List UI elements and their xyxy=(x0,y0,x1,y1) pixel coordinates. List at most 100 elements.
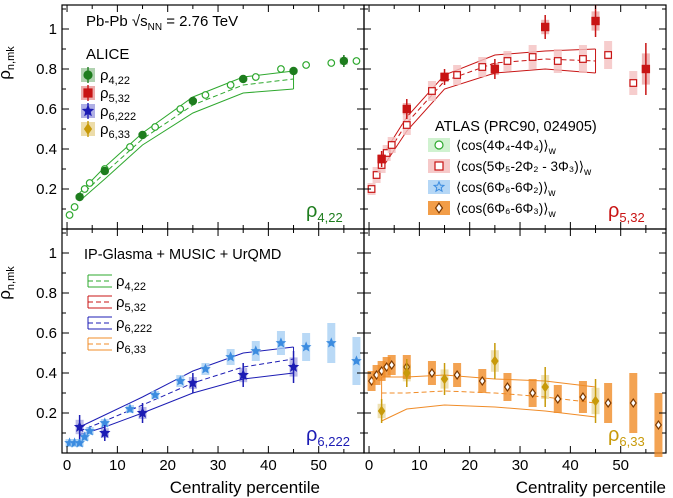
alice-point xyxy=(100,166,109,176)
atlas-point xyxy=(124,403,136,414)
y-tick-label: 0.8 xyxy=(36,285,57,302)
panel-label-base: ρ xyxy=(608,424,619,446)
atlas-point xyxy=(174,375,186,386)
model-upper-line xyxy=(381,48,596,158)
alice-legend-base: ρ xyxy=(100,103,109,120)
svg-text:ρn,mk: ρn,mk xyxy=(0,266,17,300)
y-tick-label: 1 xyxy=(49,21,57,38)
atlas-point xyxy=(503,382,511,392)
atlas-point xyxy=(74,437,85,448)
x-axis-label-left: Centrality percentile xyxy=(170,478,320,497)
atlas-point xyxy=(604,398,612,408)
atlas-point xyxy=(80,185,89,193)
atlas-point xyxy=(579,55,587,63)
model-legend-sub: 5,32 xyxy=(125,302,146,314)
axes-layer: 0.20.40.60.810.20.40.60.810 10 20 30 40 50 0 10… xyxy=(36,5,666,474)
model-legend-label: ρ5,32 xyxy=(116,294,146,314)
alice-point xyxy=(138,130,147,140)
y-tick-label: 0.8 xyxy=(36,61,57,78)
model-band xyxy=(381,374,597,422)
model-legend-base: ρ xyxy=(116,294,125,311)
model-legend-item: ρ4,22 xyxy=(87,273,146,293)
x-tick-label: 50 xyxy=(310,457,327,474)
model-legend-item: ρ6,222 xyxy=(87,315,152,335)
alice-legend-marker xyxy=(83,88,93,98)
atlas-legend-sub: w xyxy=(548,209,557,220)
atlas-label: ATLAS (PRC90, 024905) xyxy=(435,119,597,135)
atlas-point xyxy=(225,351,236,362)
atlas-point xyxy=(201,91,210,99)
atlas-point xyxy=(70,203,79,211)
y-tick-label: 0.6 xyxy=(36,325,57,342)
y-tick-label: 1 xyxy=(49,245,57,262)
alice-point xyxy=(591,16,600,26)
alice-point xyxy=(377,405,386,417)
alice-point xyxy=(440,72,449,82)
atlas-point xyxy=(529,388,537,398)
y-axis-label-bottom: ρn,mk xyxy=(0,266,17,300)
x-tick-label: 0 xyxy=(365,457,373,474)
alice-point xyxy=(339,56,349,66)
alice-legend-sub: 5,32 xyxy=(109,93,130,105)
y-tick-label: 0.4 xyxy=(36,141,57,158)
atlas-point xyxy=(478,63,487,71)
alice-point xyxy=(540,22,550,32)
alice-point xyxy=(490,64,500,74)
atlas-point xyxy=(388,360,396,370)
alice-legend-sub: 6,222 xyxy=(109,111,137,123)
x-tick-label: 30 xyxy=(512,457,529,474)
atlas-legend-item: ⟨cos(4Φ₄-4Φ₄)⟩w xyxy=(428,138,557,157)
atlas-point xyxy=(629,398,637,408)
x-tick-label: 50 xyxy=(612,457,629,474)
alice-legend-label: ρ4,22 xyxy=(100,67,130,87)
model-legend-label: ρ6,33 xyxy=(116,336,146,356)
svg-text:ρn,mk: ρn,mk xyxy=(0,46,17,80)
atlas-point xyxy=(402,121,411,129)
x-tick-label: 10 xyxy=(109,457,126,474)
model-center-line xyxy=(381,390,596,404)
model-legend-item: ρ5,32 xyxy=(87,294,146,314)
alice-legend-base: ρ xyxy=(100,85,109,102)
alice-point xyxy=(99,427,111,438)
panel-label-base: ρ xyxy=(608,200,619,222)
model-upper-line xyxy=(79,346,294,428)
atlas-point xyxy=(503,57,512,65)
model-lower-line xyxy=(79,372,294,436)
atlas-point xyxy=(250,345,262,356)
alice-legend-label: ρ5,32 xyxy=(100,85,130,105)
atlas-point xyxy=(176,105,185,113)
x-tick-label: 30 xyxy=(210,457,227,474)
atlas-legend-label: ⟨cos(6Φ₆-6Φ₂)⟩w xyxy=(456,180,556,199)
frame-bottom-right xyxy=(363,228,667,454)
atlas-legend-marker xyxy=(434,202,444,214)
atlas-legend-label: ⟨cos(6Φ₆-6Φ₃)⟩w xyxy=(456,201,557,220)
plot-layer xyxy=(64,5,663,457)
y-tick-label: 0.4 xyxy=(36,365,57,382)
alice-point xyxy=(136,407,149,418)
atlas-point xyxy=(372,171,381,179)
alice-label: ALICE xyxy=(86,46,129,63)
atlas-legend-marker xyxy=(434,140,444,150)
atlas-legend-text: ⟨cos(5Φ₅-2Φ₂ - 3Φ₃)⟩ xyxy=(456,159,584,174)
alice-legend-marker xyxy=(81,104,95,117)
model-center-line xyxy=(79,78,294,198)
alice-point xyxy=(402,104,411,114)
atlas-series xyxy=(64,323,362,448)
ticks-top-right xyxy=(364,5,666,229)
alice-legend-base: ρ xyxy=(100,67,109,84)
panel-bottom-left xyxy=(64,323,362,448)
atlas-point xyxy=(428,87,436,95)
model-lower-line xyxy=(79,88,294,202)
atlas-point xyxy=(302,61,311,69)
atlas-point xyxy=(478,376,486,386)
alice-legend-item: ρ4,22 xyxy=(81,67,130,87)
alice-legend-marker xyxy=(83,123,93,135)
x-tick-label: 40 xyxy=(562,457,579,474)
alice-series xyxy=(377,343,600,423)
y-axis-label-top: ρn,mk xyxy=(0,46,17,80)
panel-top-right xyxy=(367,5,651,195)
alice-point xyxy=(440,373,449,385)
alice-legend-label: ρ6,222 xyxy=(100,103,136,123)
